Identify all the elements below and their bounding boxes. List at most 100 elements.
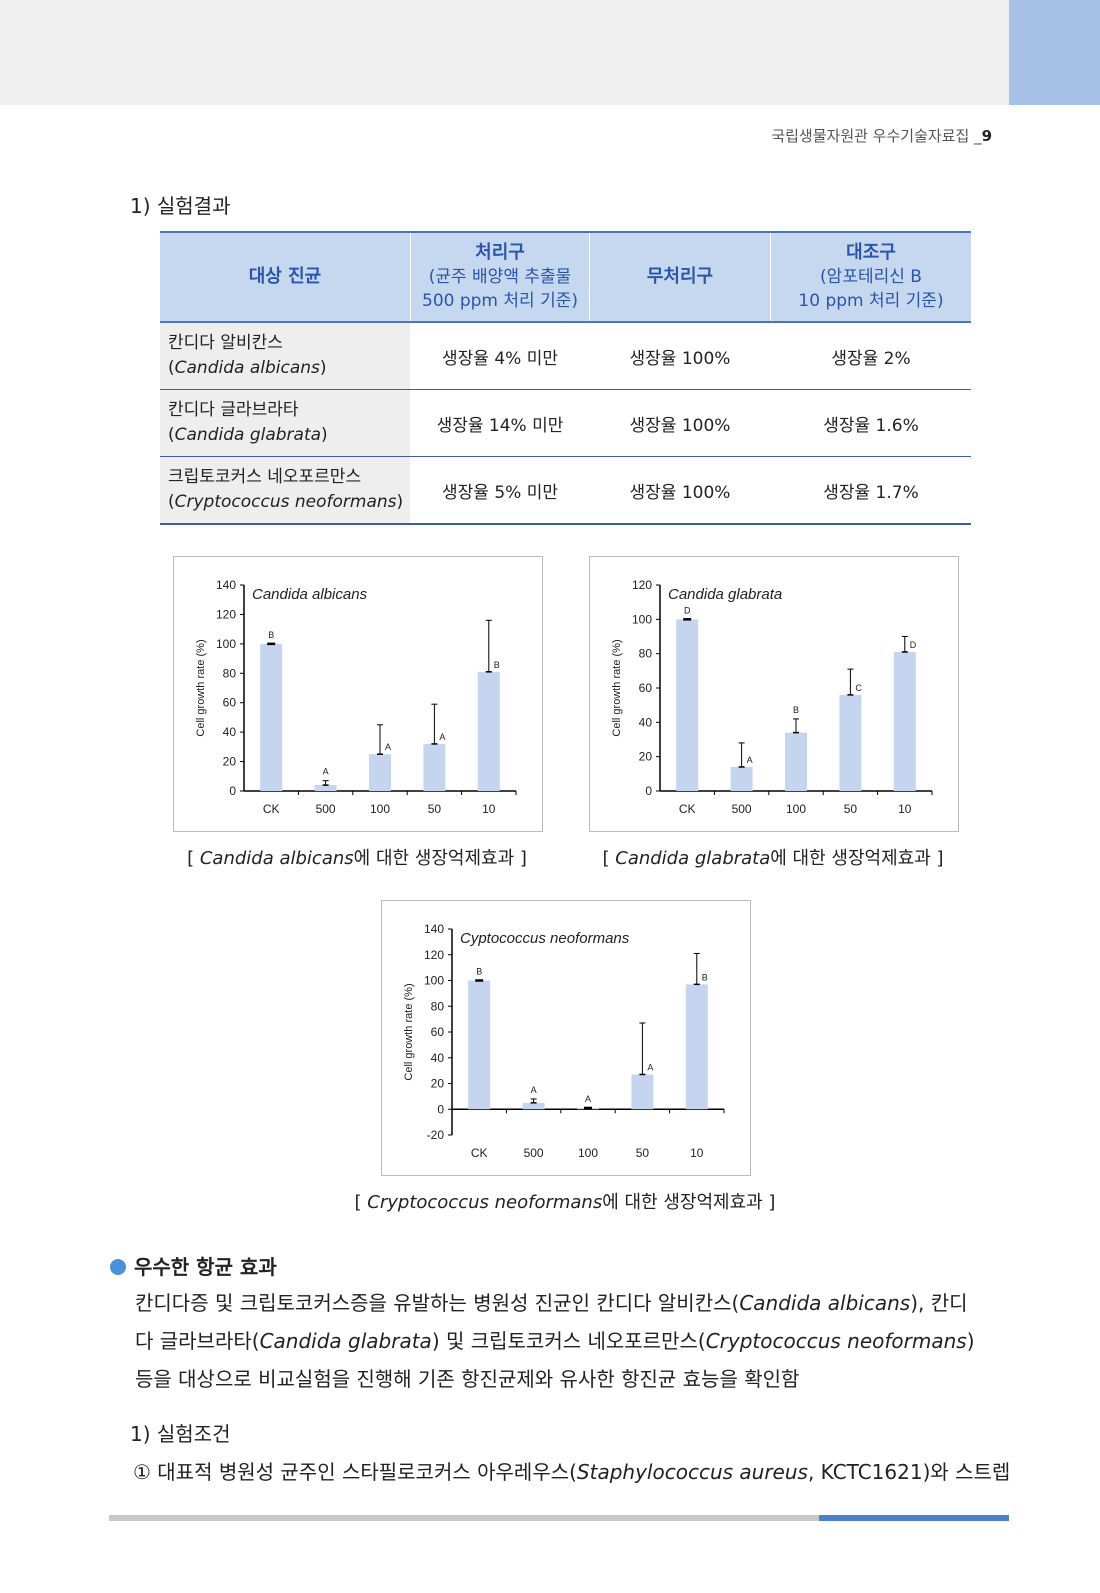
treated-cell: 생장율 4% 미만 <box>410 322 590 390</box>
untreated-cell: 생장율 100% <box>589 322 771 390</box>
fungus-name-cell: 크립토코커스 네오포르만스 (Cryptococcus neoformans) <box>160 456 411 525</box>
x-tick-label: 10 <box>482 802 496 816</box>
bar <box>785 732 807 791</box>
y-tick-label: 120 <box>632 578 652 592</box>
significance-label: B <box>702 972 708 982</box>
x-tick-label: 10 <box>690 1146 704 1160</box>
page-number: 9 <box>981 127 992 145</box>
chart-title: Candida albicans <box>252 586 368 603</box>
significance-label: A <box>647 1062 653 1072</box>
x-tick-label: CK <box>471 1146 488 1160</box>
significance-label: A <box>323 767 329 777</box>
untreated-cell: 생장율 100% <box>589 389 771 457</box>
y-tick-label: 100 <box>216 637 236 651</box>
x-tick-label: 10 <box>898 802 912 816</box>
fungus-name-cell: 칸디다 글라브라타 (Candida glabrata) <box>160 389 411 457</box>
chart-title: Candida glabrata <box>668 586 782 603</box>
significance-label: D <box>910 640 917 650</box>
y-axis-label: Cell growth rate (%) <box>195 639 207 736</box>
table-row: 칸디다 알비칸스 (Candida albicans) 생장율 4% 미만 생장율… <box>160 322 971 390</box>
significance-label: C <box>855 683 862 693</box>
y-tick-label: 20 <box>431 1077 445 1091</box>
control-cell: 생장율 1.6% <box>770 389 971 457</box>
bullet-dot-icon <box>110 1259 126 1275</box>
footer-bar <box>109 1515 819 1521</box>
y-tick-label: 20 <box>639 750 653 764</box>
y-tick-label: 0 <box>437 1102 444 1116</box>
control-cell: 생장율 2% <box>770 322 971 390</box>
bar <box>477 671 500 791</box>
bar <box>893 651 916 791</box>
x-tick-label: 50 <box>428 802 442 816</box>
x-tick-label: 100 <box>370 802 390 816</box>
treated-cell: 생장율 14% 미만 <box>410 389 590 457</box>
chart-caption: [ Cryptococcus neoformans에 대한 생장억제효과 ] <box>354 1192 776 1213</box>
running-header: 국립생물자원관 우수기술자료집 _9 <box>771 127 992 145</box>
y-tick-label: -20 <box>427 1128 445 1142</box>
y-tick-label: 140 <box>424 922 444 936</box>
treated-cell: 생장율 5% 미만 <box>410 456 590 525</box>
significance-label: B <box>494 660 500 670</box>
chart-caption: [ Candida glabrata에 대한 생장억제효과 ] <box>602 848 944 869</box>
chart-candida-albicans: 0 20 40 60 80 100 120 140 Cell growth rate (%) Ca… <box>173 556 543 832</box>
y-tick-label: 0 <box>229 784 236 798</box>
table-header-cell: 무처리구 <box>589 231 771 323</box>
y-tick-label: 60 <box>431 1025 445 1039</box>
x-tick-label: 500 <box>524 1146 544 1160</box>
y-axis-label: Cell growth rate (%) <box>611 639 623 736</box>
table-header-cell: 대조구 (암포테리신 B 10 ppm 처리 기준) <box>770 231 971 323</box>
significance-label: A <box>747 755 753 765</box>
bar <box>685 984 708 1110</box>
chart-svg: -20 0 20 40 60 80 100 120 140 Cell growth rate (%… <box>403 922 725 1160</box>
x-tick-label: 500 <box>316 802 336 816</box>
section-title-conditions: 1) 실험조건 <box>130 1422 231 1446</box>
chart-svg: 0 20 40 60 80 100 120 140 Cell growth rate (%) Ca… <box>195 578 517 816</box>
bar <box>522 1102 545 1110</box>
bar <box>730 766 753 791</box>
bar <box>839 694 862 791</box>
table-header-cell: 처리구 (균주 배양액 추출물 500 ppm 처리 기준) <box>410 231 590 323</box>
table-row: 칸디다 글라브라타 (Candida glabrata) 생장율 14% 미만 생… <box>160 389 971 457</box>
significance-label: A <box>531 1085 537 1095</box>
y-tick-label: 80 <box>223 666 237 680</box>
y-tick-label: 80 <box>639 647 653 661</box>
significance-label: A <box>439 732 445 742</box>
x-tick-label: 50 <box>636 1146 650 1160</box>
y-tick-label: 120 <box>424 948 444 962</box>
significance-label: B <box>476 967 482 977</box>
section-title-results: 1) 실험결과 <box>130 194 231 218</box>
bar <box>314 785 337 791</box>
bar <box>423 743 446 791</box>
chart-title: Cyptococcus neoformans <box>460 930 630 947</box>
y-tick-label: 40 <box>223 725 237 739</box>
bar <box>631 1074 654 1110</box>
y-tick-label: 60 <box>639 681 653 695</box>
footer-bar-accent <box>819 1515 1009 1521</box>
y-tick-label: 0 <box>645 784 652 798</box>
fungus-name-cell: 칸디다 알비칸스 (Candida albicans) <box>160 322 411 390</box>
x-tick-label: 100 <box>578 1146 598 1160</box>
x-tick-label: CK <box>679 802 696 816</box>
table-header-cell: 대상 진균 <box>160 231 411 323</box>
significance-label: D <box>684 605 691 615</box>
chart-caption: [ Candida albicans에 대한 생장억제효과 ] <box>187 848 527 869</box>
y-tick-label: 100 <box>632 612 652 626</box>
bar <box>676 619 699 791</box>
chart-svg: 0 20 40 60 80 100 120 Cell growth rate (%) Candi… <box>611 578 933 816</box>
y-tick-label: 80 <box>431 999 445 1013</box>
x-tick-label: CK <box>263 802 280 816</box>
x-tick-label: 500 <box>732 802 752 816</box>
y-tick-label: 20 <box>223 755 237 769</box>
y-axis-label: Cell growth rate (%) <box>403 983 415 1080</box>
top-band <box>0 0 1009 105</box>
table-row: 크립토코커스 네오포르만스 (Cryptococcus neoformans) 생… <box>160 456 971 525</box>
y-tick-label: 40 <box>431 1051 445 1065</box>
significance-label: B <box>268 630 274 640</box>
chart-candida-glabrata: 0 20 40 60 80 100 120 Cell growth rate (%) Candi… <box>589 556 959 832</box>
x-tick-label: 100 <box>786 802 806 816</box>
bullet-heading: 우수한 항균 효과 <box>110 1251 277 1280</box>
control-cell: 생장율 1.7% <box>770 456 971 525</box>
condition-line: ① 대표적 병원성 균주인 스타필로코커스 아우레우스(Staphylococc… <box>133 1460 1011 1484</box>
table-header-row: 대상 진균 처리구 (균주 배양액 추출물 500 ppm 처리 기준) 무처리구 … <box>160 231 971 323</box>
significance-label: A <box>385 742 391 752</box>
